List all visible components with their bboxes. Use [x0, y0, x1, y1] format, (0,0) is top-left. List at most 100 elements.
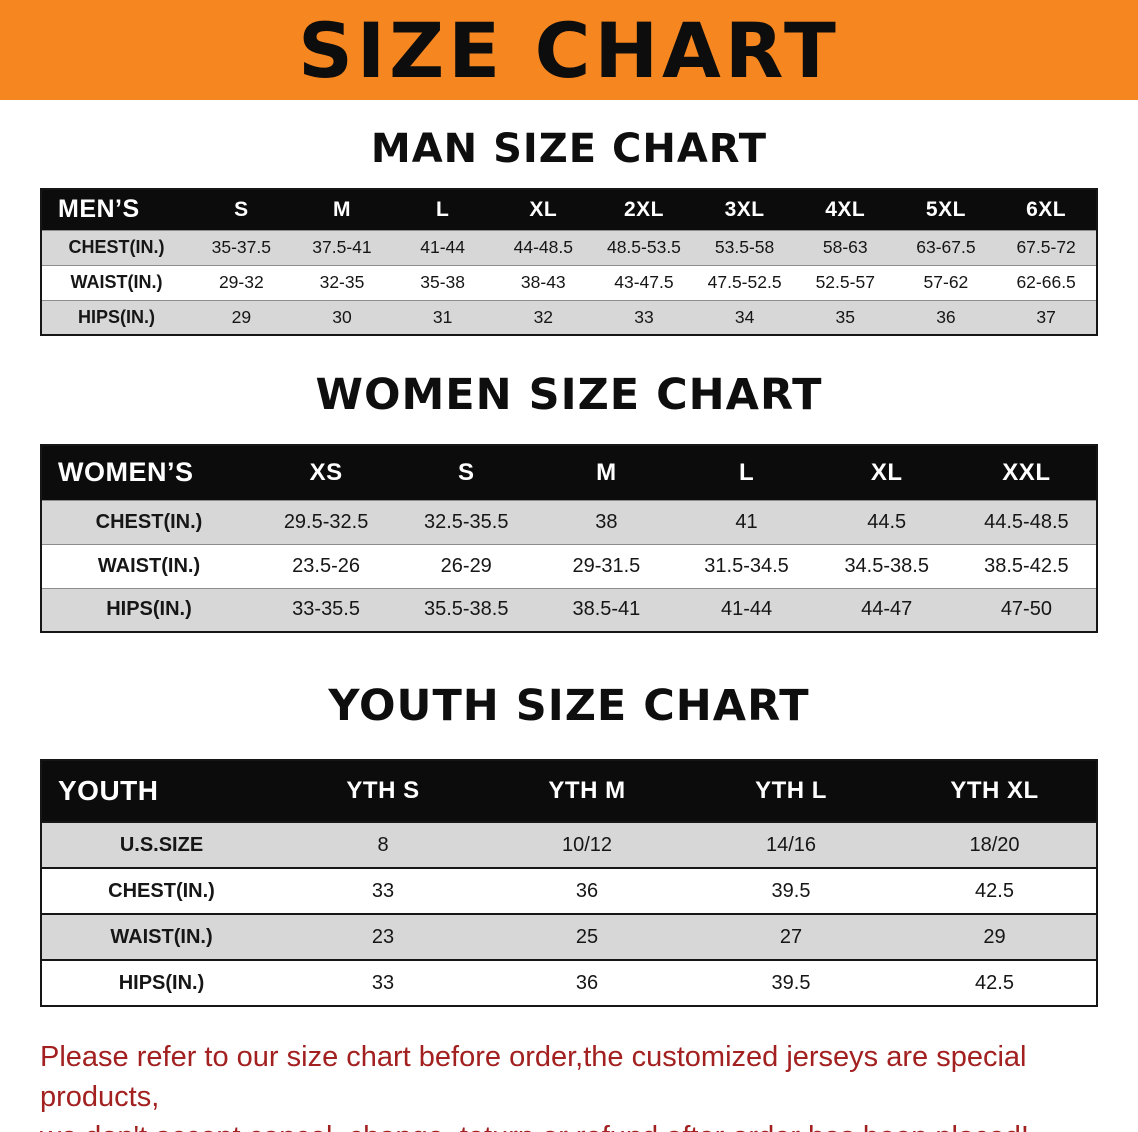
value-cell: 44.5-48.5 [984, 510, 1069, 533]
value-cell: 29-31.5 [572, 554, 641, 577]
value-cell: 18/20 [969, 833, 1020, 856]
header-row: WOMEN’S XS S M L XL XXL [41, 445, 1097, 500]
value-cell: 36 [575, 879, 599, 902]
women-size-table-grid: WOMEN’S XS S M L XL XXL CHEST(IN.) 29.5-32.5 32.5… [40, 444, 1098, 633]
table-row: HIPS(IN.) 33 36 39.5 42.5 [41, 960, 1097, 1006]
value-cell: 39.5 [771, 879, 811, 902]
size-header-cell: M [291, 189, 393, 230]
value-cell: 14/16 [765, 833, 817, 856]
youth-section: YOUTH SIZE CHART YOUTH YTH S YTH M YTH L YTH… [0, 681, 1138, 1007]
table-row: CHEST(IN.) 33 36 39.5 42.5 [41, 868, 1097, 914]
value-cell: 48.5-53.5 [606, 237, 681, 257]
value-cell: 34 [734, 306, 755, 327]
value-cell: 33 [371, 879, 395, 902]
value-cell: 43-47.5 [614, 272, 674, 292]
women-section: WOMEN SIZE CHART WOMEN’S XS S M L XL XXL CHEST(… [0, 370, 1138, 633]
value-cell: 33 [371, 971, 395, 994]
value-cell: 58-63 [822, 237, 868, 257]
value-cell: 52.5-57 [815, 272, 875, 292]
size-header-cell: 6XL [996, 189, 1097, 230]
row-label-cell: U.S.SIZE [119, 833, 204, 856]
size-header-cell: L [392, 189, 493, 230]
page-title: SIZE CHART [298, 5, 840, 95]
header-row: MEN’S S M L XL 2XL 3XL 4XL 5XL 6XL [41, 189, 1097, 230]
value-cell: 38.5-41 [572, 598, 641, 621]
value-cell: 63-67.5 [916, 237, 976, 257]
row-label-cell: WAIST(IN.) [70, 272, 163, 292]
size-header-cell: XXL [956, 445, 1097, 500]
value-cell: 38 [595, 510, 618, 533]
value-cell: 32 [533, 306, 554, 327]
table-row: HIPS(IN.) 29 30 31 32 33 34 35 36 37 [41, 300, 1097, 335]
value-cell: 26-29 [440, 554, 492, 577]
size-header-cell: YTH XL [893, 760, 1097, 822]
size-header-cell: 4XL [794, 189, 896, 230]
value-cell: 37.5-41 [312, 237, 372, 257]
table-title-cell: YOUTH [41, 760, 281, 822]
row-label-cell: HIPS(IN.) [77, 306, 155, 327]
value-cell: 32.5-35.5 [423, 510, 509, 533]
value-cell: 27 [779, 925, 803, 948]
value-cell: 39.5 [771, 971, 811, 994]
value-cell: 30 [332, 306, 352, 327]
value-cell: 41 [735, 510, 758, 533]
women-size-table: WOMEN’S XS S M L XL XXL CHEST(IN.) 29.5-32.5 32.5… [40, 444, 1098, 633]
table-row: U.S.SIZE 8 10/12 14/16 18/20 [41, 822, 1097, 868]
value-cell: 29 [231, 306, 252, 327]
size-header-cell: 2XL [593, 189, 695, 230]
value-cell: 42.5 [975, 971, 1014, 994]
value-cell: 38.5-42.5 [984, 554, 1069, 577]
value-cell: 10/12 [561, 833, 613, 856]
size-header-cell: XL [816, 445, 957, 500]
men-section: MAN SIZE CHART MEN’S S M L XL 2XL 3XL 4XL 5XL 6XL… [0, 126, 1138, 336]
youth-size-table-grid: YOUTH YTH S YTH M YTH L YTH XL U.S.SIZE 8 10/12… [40, 759, 1098, 1007]
value-cell: 44.5 [867, 510, 907, 533]
value-cell: 23.5-26 [292, 554, 360, 577]
table-title-cell: WOMEN’S [41, 445, 256, 500]
value-cell: 29.5-32.5 [283, 510, 369, 533]
value-cell: 34.5-38.5 [844, 554, 929, 577]
value-cell: 31.5-34.5 [704, 554, 789, 577]
table-row: WAIST(IN.) 23.5-26 26-29 29-31.5 31.5-34.5 34… [41, 544, 1097, 588]
table-row: HIPS(IN.) 33-35.5 35.5-38.5 38.5-41 41-44 44-… [41, 588, 1097, 632]
women-section-heading: WOMEN SIZE CHART [315, 370, 823, 420]
value-cell: 47-50 [1000, 598, 1052, 621]
size-header-cell: M [536, 445, 677, 500]
size-header-cell: YTH M [485, 760, 689, 822]
row-label-cell: WAIST(IN.) [97, 554, 201, 577]
value-cell: 41-44 [420, 237, 466, 257]
value-cell: 23 [371, 925, 395, 948]
value-cell: 47.5-52.5 [707, 272, 782, 292]
men-size-table: MEN’S S M L XL 2XL 3XL 4XL 5XL 6XL CHEST(IN.) 35-37… [40, 188, 1098, 336]
value-cell: 38-43 [520, 272, 566, 292]
size-header-cell: YTH S [281, 760, 485, 822]
value-cell: 31 [432, 306, 453, 327]
table-row: WAIST(IN.) 29-32 32-35 35-38 38-43 43-47.5 47.… [41, 265, 1097, 300]
value-cell: 35 [835, 306, 855, 327]
size-header-cell: L [676, 445, 817, 500]
size-header-cell: S [191, 189, 292, 230]
value-cell: 29 [983, 925, 1006, 948]
size-chart-banner: SIZE CHART [0, 0, 1138, 100]
size-header-cell: XL [492, 189, 594, 230]
size-header-cell: XS [256, 445, 397, 500]
value-cell: 53.5-58 [714, 237, 775, 257]
size-header-cell: 3XL [694, 189, 795, 230]
value-cell: 25 [575, 925, 599, 948]
value-cell: 35-38 [420, 272, 466, 292]
value-cell: 35-37.5 [211, 237, 271, 257]
table-row: CHEST(IN.) 35-37.5 37.5-41 41-44 44-48.5 48.5… [41, 230, 1097, 265]
value-cell: 44-47 [861, 598, 913, 621]
size-header-cell: S [396, 445, 537, 500]
youth-size-table: YOUTH YTH S YTH M YTH L YTH XL U.S.SIZE 8 10/12… [40, 759, 1098, 1007]
row-label-cell: HIPS(IN.) [106, 598, 192, 621]
size-header-cell: 5XL [895, 189, 997, 230]
size-header-cell: YTH L [689, 760, 893, 822]
youth-section-heading: YOUTH SIZE CHART [328, 681, 810, 731]
value-cell: 57-62 [923, 272, 969, 292]
table-title-cell: MEN’S [41, 189, 191, 230]
value-cell: 44-48.5 [513, 237, 573, 257]
row-label-cell: WAIST(IN.) [110, 925, 213, 948]
disclaimer-line-2: we don't accept cancel, change, teturn o… [40, 1117, 1098, 1132]
value-cell: 62-66.5 [1016, 272, 1076, 292]
